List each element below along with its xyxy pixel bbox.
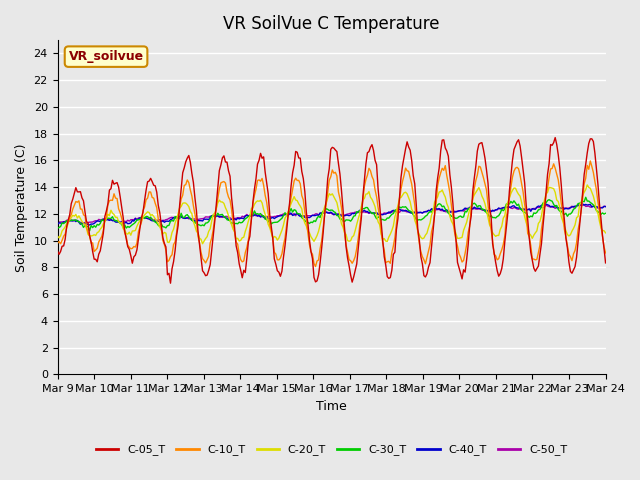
C-30_T bbox=[295, 211, 303, 216]
C-30_T bbox=[218, 212, 226, 217]
C-30_T bbox=[582, 194, 589, 200]
C-20_T bbox=[218, 199, 226, 205]
C-20_T bbox=[584, 182, 591, 188]
C-50_T bbox=[295, 212, 303, 217]
C-50_T bbox=[246, 214, 253, 219]
C-05_T bbox=[121, 228, 129, 234]
C-30_T bbox=[237, 220, 244, 226]
C-20_T bbox=[602, 230, 609, 236]
C-10_T bbox=[236, 251, 243, 257]
Line: C-40_T: C-40_T bbox=[58, 204, 605, 225]
C-05_T bbox=[602, 260, 609, 266]
C-10_T bbox=[312, 264, 319, 269]
C-40_T bbox=[218, 214, 226, 219]
C-30_T bbox=[246, 213, 253, 219]
C-40_T bbox=[246, 212, 253, 218]
C-40_T bbox=[577, 201, 585, 206]
C-40_T bbox=[237, 216, 244, 221]
C-05_T bbox=[237, 267, 244, 273]
C-50_T bbox=[237, 215, 244, 221]
C-20_T bbox=[198, 241, 206, 247]
X-axis label: Time: Time bbox=[316, 400, 347, 413]
Line: C-10_T: C-10_T bbox=[58, 161, 605, 266]
C-50_T bbox=[218, 215, 226, 220]
C-05_T bbox=[246, 233, 253, 239]
C-10_T bbox=[54, 240, 61, 246]
C-10_T bbox=[293, 178, 301, 183]
Line: C-50_T: C-50_T bbox=[58, 204, 605, 223]
C-30_T bbox=[54, 226, 61, 231]
C-50_T bbox=[54, 218, 61, 224]
C-10_T bbox=[244, 237, 252, 243]
Line: C-20_T: C-20_T bbox=[58, 185, 605, 244]
C-40_T bbox=[602, 204, 609, 210]
C-05_T bbox=[54, 248, 61, 254]
C-20_T bbox=[54, 233, 61, 239]
C-40_T bbox=[54, 221, 61, 227]
Legend: C-05_T, C-10_T, C-20_T, C-30_T, C-40_T, C-50_T: C-05_T, C-10_T, C-20_T, C-30_T, C-40_T, … bbox=[92, 440, 572, 460]
Y-axis label: Soil Temperature (C): Soil Temperature (C) bbox=[15, 143, 28, 272]
C-20_T bbox=[573, 215, 580, 221]
C-05_T bbox=[218, 155, 226, 161]
C-30_T bbox=[602, 210, 609, 216]
C-20_T bbox=[237, 238, 244, 243]
C-10_T bbox=[217, 180, 225, 186]
C-30_T bbox=[86, 228, 93, 234]
C-05_T bbox=[574, 238, 582, 244]
C-10_T bbox=[586, 158, 594, 164]
C-40_T bbox=[573, 203, 580, 209]
C-20_T bbox=[246, 213, 253, 219]
C-20_T bbox=[121, 227, 129, 232]
C-50_T bbox=[580, 202, 588, 207]
C-10_T bbox=[602, 250, 609, 256]
Line: C-30_T: C-30_T bbox=[58, 197, 605, 231]
C-10_T bbox=[121, 230, 129, 236]
C-40_T bbox=[86, 222, 93, 228]
C-50_T bbox=[122, 219, 130, 225]
Text: VR_soilvue: VR_soilvue bbox=[68, 50, 143, 63]
C-50_T bbox=[78, 220, 86, 226]
Line: C-05_T: C-05_T bbox=[58, 138, 605, 283]
C-40_T bbox=[295, 213, 303, 218]
C-30_T bbox=[573, 204, 580, 209]
C-05_T bbox=[295, 155, 303, 161]
C-05_T bbox=[551, 135, 559, 141]
C-50_T bbox=[573, 203, 580, 209]
C-50_T bbox=[602, 204, 609, 209]
C-40_T bbox=[122, 219, 130, 225]
C-20_T bbox=[295, 201, 303, 207]
Title: VR SoilVue C Temperature: VR SoilVue C Temperature bbox=[223, 15, 440, 33]
C-10_T bbox=[573, 240, 580, 246]
C-05_T bbox=[166, 280, 174, 286]
C-30_T bbox=[122, 225, 130, 231]
